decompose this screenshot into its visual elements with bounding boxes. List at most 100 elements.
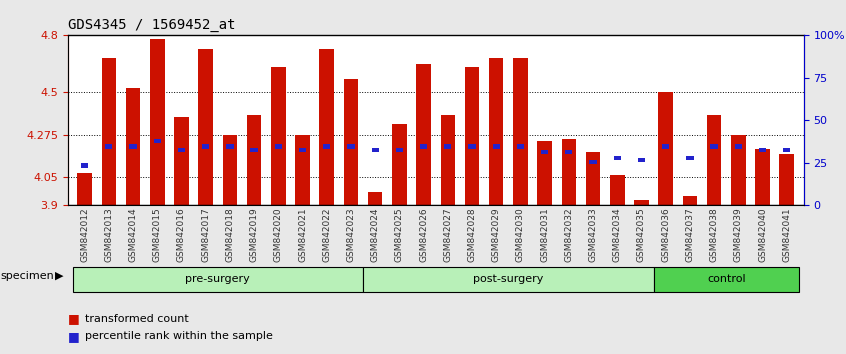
Bar: [299, 148, 306, 153]
Bar: [711, 144, 717, 149]
Bar: [590, 160, 596, 164]
Bar: [348, 144, 354, 149]
Bar: [343, 79, 358, 205]
Text: GSM842029: GSM842029: [492, 207, 501, 262]
Bar: [77, 173, 92, 205]
Bar: [514, 58, 528, 205]
Text: GSM842033: GSM842033: [589, 207, 597, 262]
Bar: [222, 136, 237, 205]
Text: GSM842019: GSM842019: [250, 207, 259, 262]
Bar: [396, 148, 403, 153]
Bar: [755, 149, 770, 205]
Text: GSM842031: GSM842031: [540, 207, 549, 262]
Bar: [565, 150, 573, 154]
Text: GSM842021: GSM842021: [298, 207, 307, 262]
Text: percentile rank within the sample: percentile rank within the sample: [85, 331, 272, 341]
Bar: [416, 64, 431, 205]
Bar: [613, 156, 621, 160]
Bar: [126, 88, 140, 205]
Text: GSM842041: GSM842041: [783, 207, 791, 262]
Bar: [129, 144, 137, 149]
Text: GSM842026: GSM842026: [419, 207, 428, 262]
Text: transformed count: transformed count: [85, 314, 189, 324]
Text: GSM842035: GSM842035: [637, 207, 646, 262]
Bar: [154, 139, 161, 143]
Text: GSM842012: GSM842012: [80, 207, 89, 262]
Text: specimen: specimen: [0, 271, 54, 281]
Text: GSM842013: GSM842013: [104, 207, 113, 262]
Text: GSM842037: GSM842037: [685, 207, 695, 262]
Bar: [226, 144, 233, 149]
Text: control: control: [707, 274, 745, 284]
Bar: [371, 148, 379, 153]
Bar: [150, 39, 164, 205]
Bar: [178, 148, 185, 153]
Bar: [102, 58, 116, 205]
Bar: [247, 115, 261, 205]
Bar: [469, 144, 475, 149]
Text: GDS4345 / 1569452_at: GDS4345 / 1569452_at: [68, 18, 235, 32]
Bar: [634, 200, 649, 205]
Text: GSM842023: GSM842023: [347, 207, 355, 262]
Bar: [517, 144, 524, 149]
Bar: [174, 116, 189, 205]
Text: GSM842040: GSM842040: [758, 207, 767, 262]
Bar: [683, 196, 697, 205]
Bar: [541, 150, 548, 154]
Text: GSM842018: GSM842018: [225, 207, 234, 262]
Bar: [441, 115, 455, 205]
Bar: [489, 58, 503, 205]
Bar: [464, 68, 480, 205]
Text: GSM842020: GSM842020: [274, 207, 283, 262]
Text: GSM842038: GSM842038: [710, 207, 718, 262]
Bar: [202, 144, 209, 149]
Text: ▶: ▶: [55, 271, 63, 281]
Bar: [271, 68, 286, 205]
Text: GSM842028: GSM842028: [468, 207, 476, 262]
Bar: [392, 124, 407, 205]
Text: GSM842032: GSM842032: [564, 207, 574, 262]
Bar: [662, 144, 669, 149]
Bar: [734, 144, 742, 149]
Bar: [779, 154, 794, 205]
Text: GSM842017: GSM842017: [201, 207, 210, 262]
Bar: [250, 148, 258, 153]
Bar: [368, 192, 382, 205]
FancyBboxPatch shape: [73, 267, 363, 292]
Text: GSM842034: GSM842034: [613, 207, 622, 262]
Bar: [420, 144, 427, 149]
FancyBboxPatch shape: [363, 267, 654, 292]
Text: post-surgery: post-surgery: [473, 274, 543, 284]
Bar: [707, 115, 722, 205]
Bar: [731, 136, 745, 205]
Text: GSM842027: GSM842027: [443, 207, 453, 262]
Bar: [320, 48, 334, 205]
Text: pre-surgery: pre-surgery: [185, 274, 250, 284]
Text: GSM842030: GSM842030: [516, 207, 525, 262]
Text: GSM842015: GSM842015: [153, 207, 162, 262]
Bar: [323, 144, 331, 149]
Bar: [444, 144, 452, 149]
Bar: [658, 92, 673, 205]
Text: GSM842039: GSM842039: [733, 207, 743, 262]
Text: ■: ■: [68, 330, 80, 343]
Bar: [537, 141, 552, 205]
Bar: [562, 139, 576, 205]
Text: ■: ■: [68, 312, 80, 325]
Bar: [686, 156, 694, 160]
Text: GSM842016: GSM842016: [177, 207, 186, 262]
FancyBboxPatch shape: [654, 267, 799, 292]
Text: GSM842025: GSM842025: [395, 207, 404, 262]
Text: GSM842036: GSM842036: [662, 207, 670, 262]
Bar: [275, 144, 282, 149]
Text: GSM842014: GSM842014: [129, 207, 138, 262]
Bar: [295, 136, 310, 205]
Text: GSM842024: GSM842024: [371, 207, 380, 262]
Bar: [783, 148, 790, 153]
Bar: [492, 144, 500, 149]
Bar: [759, 148, 766, 153]
Bar: [585, 153, 601, 205]
Bar: [638, 158, 645, 162]
Bar: [199, 48, 213, 205]
Bar: [105, 144, 113, 149]
